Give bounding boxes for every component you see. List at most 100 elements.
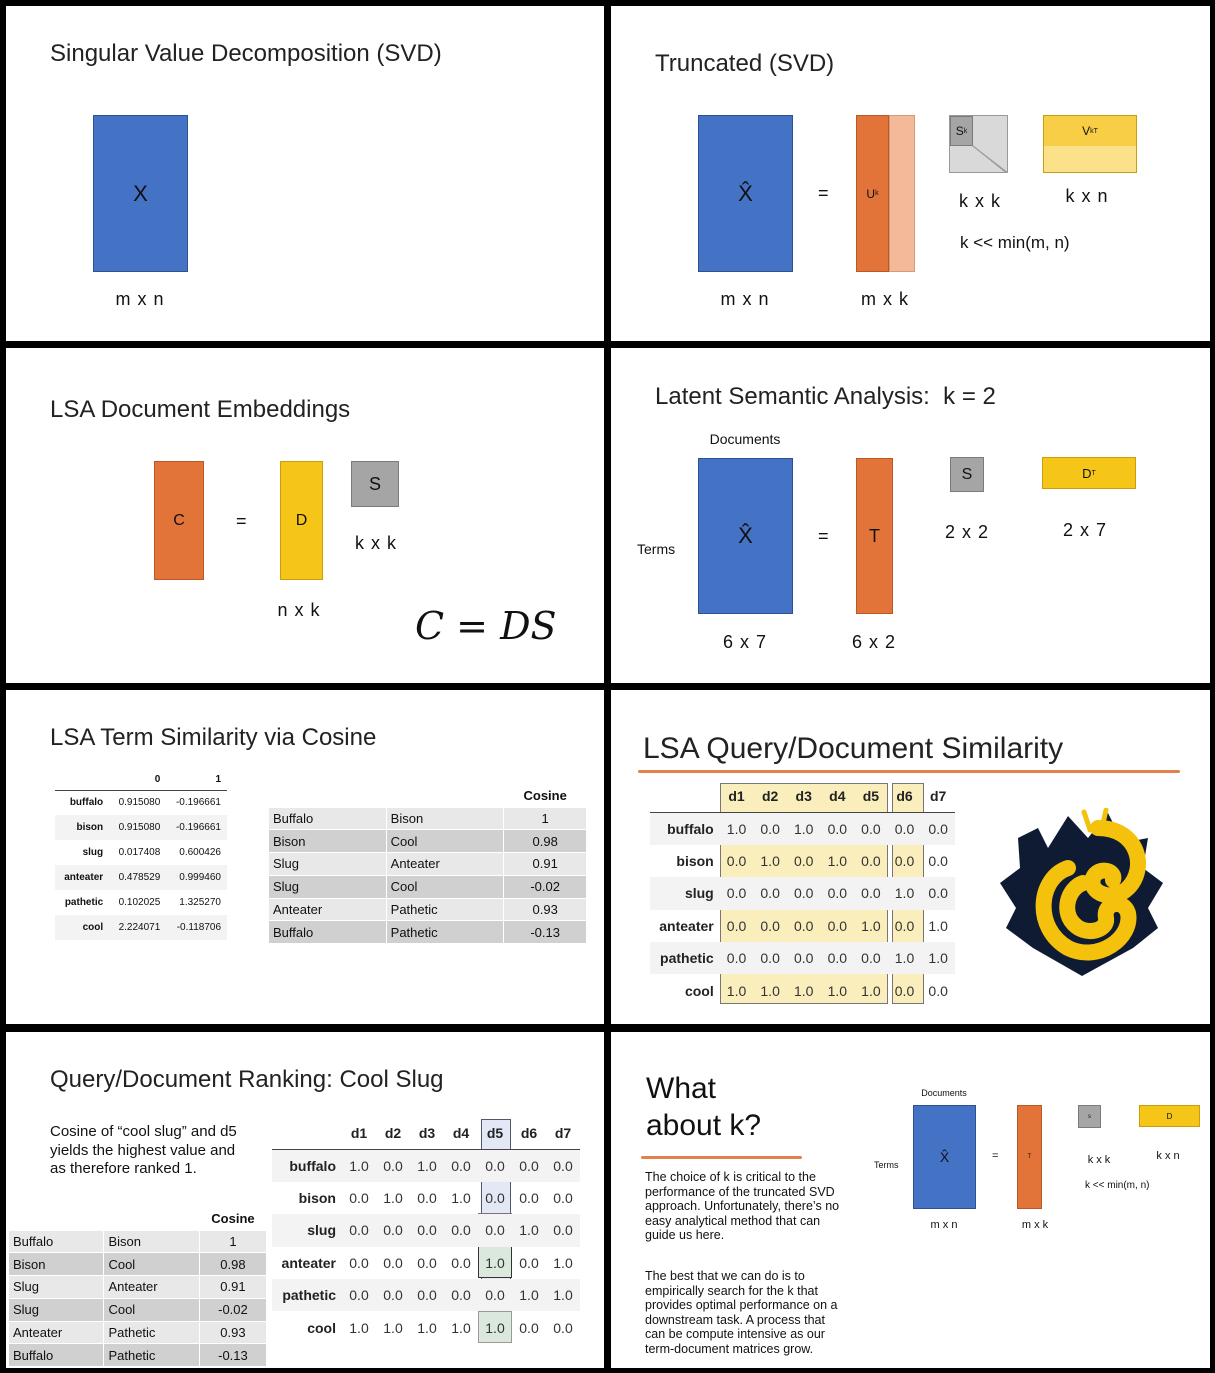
- table-body: buffalo 1.0 0.0 1.0 0.0 0.0 0.0 0.0 bison 0.0 1.0 0…: [272, 1149, 580, 1343]
- cell: 1.0: [760, 852, 780, 869]
- cell: 1.0: [512, 1278, 546, 1312]
- cell: 1.0: [383, 1189, 403, 1206]
- term-cell: Anteater: [385, 852, 505, 876]
- dims-label: k x k: [354, 533, 398, 553]
- cosine-value: -0.02: [503, 874, 587, 899]
- cell: 0.0: [519, 1254, 539, 1271]
- cell: 0.0: [342, 1278, 376, 1312]
- term-cell: Slug: [268, 852, 387, 876]
- column-header: d1: [342, 1117, 376, 1150]
- cell: 0.102025: [118, 897, 161, 908]
- diagonal-shape: [972, 145, 1007, 172]
- dims-label: m x n: [930, 1219, 958, 1231]
- ranking-explanation: Cosine of “cool slug” and d5 yields the …: [50, 1123, 237, 1179]
- matrix-u-truncated: [889, 115, 915, 272]
- table-row: pathetic 0.0 0.0 0.0 0.0 0.0 1.0 1.0: [272, 1278, 580, 1312]
- matrix-label: T: [869, 525, 880, 546]
- cell: 0.0: [478, 1214, 512, 1247]
- cell: 1.0: [485, 1319, 505, 1336]
- documents-label: Documents: [709, 431, 781, 447]
- dims-label: m x k: [861, 289, 909, 309]
- dims-label: k x n: [1065, 186, 1109, 206]
- cell: 0.999460: [166, 865, 227, 890]
- cell: 0.0: [921, 812, 955, 845]
- text-line: as therefore ranked 1.: [50, 1160, 197, 1177]
- text-line: approach. Unfortunately, there’s no: [645, 1199, 840, 1213]
- column-header: d7: [546, 1117, 580, 1150]
- matrix-label: s: [1088, 1113, 1091, 1120]
- row-header: bison: [298, 1189, 336, 1206]
- term-cell: Bison: [103, 1229, 200, 1254]
- cell: 0.0: [512, 1149, 546, 1182]
- matrix-t: T: [856, 458, 893, 614]
- text-line: empirically search for the k that: [645, 1283, 818, 1298]
- cosine-value: 0.93: [198, 1320, 268, 1345]
- cell: 1.0: [719, 812, 754, 845]
- equals-sign: =: [992, 1150, 999, 1162]
- slide-title: Singular Value Decomposition (SVD): [50, 40, 442, 67]
- cell: 0.0: [383, 1254, 403, 1271]
- matrix-label: D: [1082, 465, 1092, 481]
- cell: 1.0: [726, 982, 747, 999]
- text-line: provides optimal performance on a: [645, 1298, 838, 1312]
- cell: 0.0: [417, 1189, 437, 1206]
- table-row: anteater 0.478529 0.999460: [55, 865, 227, 890]
- column-header: d2: [376, 1117, 410, 1150]
- matrix-s: s: [1078, 1105, 1101, 1128]
- matrix-label: X: [133, 180, 148, 206]
- table-row: buffalo 0.915080 -0.196661: [55, 790, 227, 815]
- slide-title: Latent Semantic Analysis: k = 2: [655, 383, 996, 410]
- matrix-label: X̂: [939, 1149, 950, 1165]
- row-header: pathetic: [650, 941, 720, 975]
- table-row: cool 1.0 1.0 1.0 1.0 1.0 0.0 0.0: [272, 1311, 580, 1343]
- term-cell: Pathetic: [103, 1343, 200, 1368]
- cosine-value: -0.02: [198, 1297, 268, 1322]
- table-row: slug 0.0 0.0 0.0 0.0 0.0 1.0 0.0: [272, 1214, 580, 1247]
- equals-sign: =: [818, 183, 829, 203]
- cell: 0.0: [349, 1254, 369, 1271]
- column-header: d6: [887, 780, 922, 813]
- column-header: d2: [753, 780, 787, 813]
- column-header: 0: [109, 770, 167, 791]
- table-row: bison 0.0 1.0 0.0 1.0 0.0 0.0 0.0: [650, 845, 955, 877]
- term-cell: Pathetic: [103, 1320, 200, 1345]
- term-cell: Buffalo: [268, 920, 387, 945]
- cell: 0.478529: [109, 865, 167, 890]
- cell: 1.0: [417, 1319, 437, 1336]
- dims-label: m x n: [115, 289, 165, 309]
- table-row: Bison Cool 0.98: [268, 829, 587, 854]
- cell: 0.0: [921, 877, 955, 910]
- slide-title: What about k?: [646, 1070, 761, 1144]
- table-row: bison 0.915080 -0.196661: [55, 815, 227, 840]
- header-row: Cosine: [269, 785, 587, 807]
- column-header: [104, 1208, 199, 1230]
- table-row: anteater 0.0 0.0 0.0 0.0 1.0 0.0 1.0: [650, 910, 955, 942]
- cell: 0.0: [410, 1278, 444, 1312]
- terms-label: Terms: [637, 541, 676, 557]
- matrix-label: C: [173, 511, 185, 529]
- table-row: pathetic 0.102025 1.325270: [55, 890, 227, 915]
- term-cell: Cool: [385, 829, 505, 854]
- matrix-d: D: [1139, 1105, 1200, 1127]
- title-underline: [638, 770, 1180, 773]
- matrix-label: V: [1082, 124, 1091, 138]
- matrix-xhat: X̂: [698, 115, 793, 272]
- matrix-s: S: [950, 457, 984, 492]
- table-row: Slug Anteater 0.91: [7, 1275, 268, 1299]
- column-header: [269, 785, 387, 807]
- term-cell: Buffalo: [7, 1343, 105, 1368]
- cell: 1.0: [383, 1319, 403, 1336]
- matrix-label: T: [1027, 1154, 1032, 1160]
- text-line: yields the highest value and: [50, 1141, 236, 1159]
- cell: 0.0: [553, 1319, 573, 1336]
- cosine-value: -0.13: [503, 920, 587, 945]
- row-header: pathetic: [272, 1278, 342, 1312]
- superscript: T: [1093, 127, 1098, 135]
- table-row: Slug Cool -0.02: [268, 874, 587, 899]
- dims-label: 6 x 2: [851, 632, 897, 652]
